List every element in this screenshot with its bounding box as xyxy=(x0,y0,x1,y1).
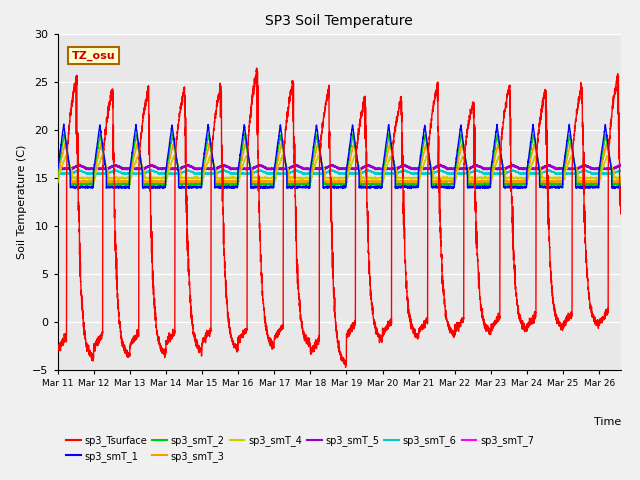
Text: Time: Time xyxy=(593,417,621,427)
Text: TZ_osu: TZ_osu xyxy=(72,50,115,60)
Legend: sp3_Tsurface, sp3_smT_1, sp3_smT_2, sp3_smT_3, sp3_smT_4, sp3_smT_5, sp3_smT_6, : sp3_Tsurface, sp3_smT_1, sp3_smT_2, sp3_… xyxy=(63,431,538,466)
Title: SP3 Soil Temperature: SP3 Soil Temperature xyxy=(266,14,413,28)
Y-axis label: Soil Temperature (C): Soil Temperature (C) xyxy=(17,144,27,259)
